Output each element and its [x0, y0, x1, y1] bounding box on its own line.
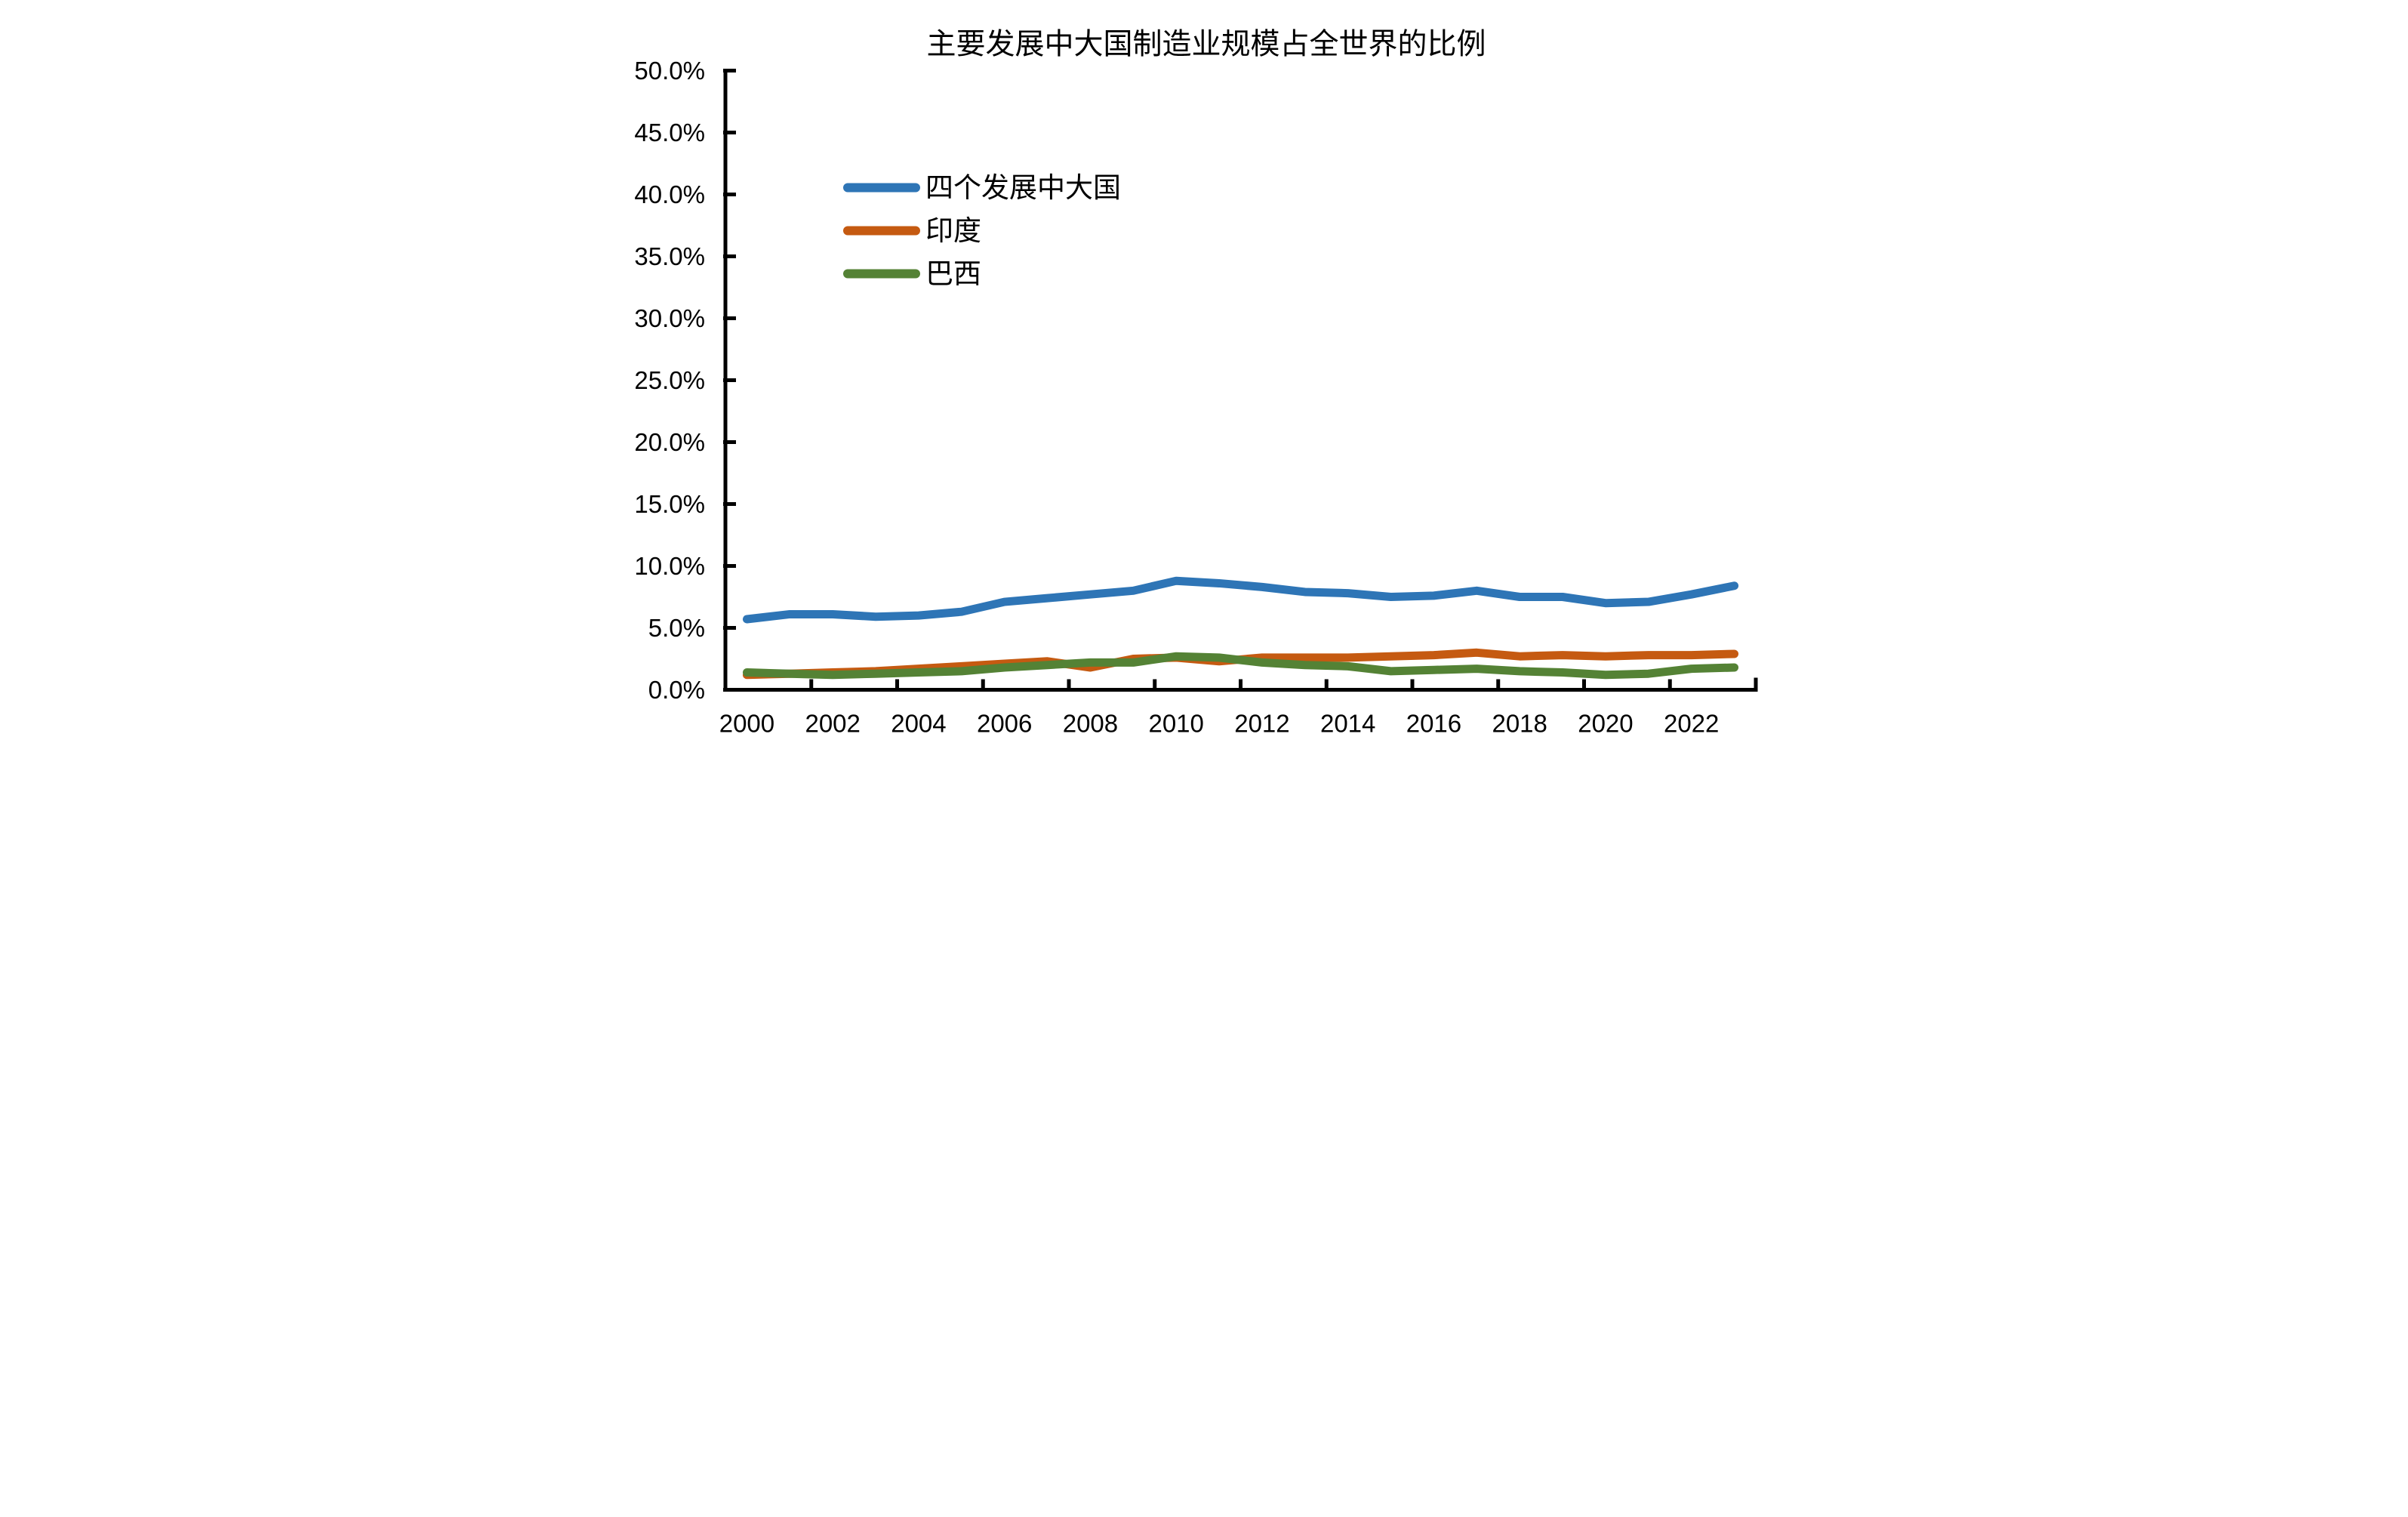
- x-axis-tick-label: 2006: [976, 710, 1031, 738]
- x-axis-tick-label: 2014: [1319, 710, 1375, 738]
- y-axis-tick-label: 20.0%: [634, 428, 705, 456]
- series-line-0: [742, 576, 1738, 624]
- y-axis-tick-label: 40.0%: [634, 180, 705, 208]
- x-axis-tick-label: 2022: [1663, 710, 1718, 738]
- y-axis-tick-label: 45.0%: [634, 119, 705, 146]
- legend-item: 印度: [842, 214, 981, 247]
- y-axis-tick-label: 5.0%: [648, 614, 704, 642]
- x-axis-tick-label: 2000: [719, 710, 774, 738]
- x-axis-tick-label: 2020: [1578, 710, 1633, 738]
- x-axis-tick-label: 2010: [1148, 710, 1203, 738]
- plot-area: 0.0% 5.0% 10.0% 15.0% 20.0% 25.0% 30.0% 35.0% 40…: [634, 57, 1757, 738]
- legend-item: 四个发展中大国: [842, 171, 1121, 204]
- legend-label-series1: 四个发展中大国: [925, 171, 1121, 204]
- y-axis-tick-label: 35.0%: [634, 242, 705, 270]
- x-axis-tick-label: 2012: [1234, 710, 1289, 738]
- legend-label-series2: 印度: [925, 214, 981, 247]
- y-axis-tick-label: 25.0%: [634, 366, 705, 394]
- x-axis-tick-label: 2008: [1062, 710, 1117, 738]
- line-chart-figure: 主要发展中大国制造业规模占全世界的比例 0.0% 5.0% 10.0% 15.0% 20…: [602, 0, 1806, 759]
- x-axis-tick-label: 2018: [1492, 710, 1547, 738]
- x-axis-tick-label: 2004: [891, 710, 946, 738]
- legend-item: 巴西: [842, 257, 981, 290]
- legend: 四个发展中大国 印度 巴西: [842, 171, 1121, 290]
- y-axis-tick-label: 15.0%: [634, 490, 705, 518]
- chart-title: 主要发展中大国制造业规模占全世界的比例: [926, 28, 1486, 62]
- y-axis-tick-label: 0.0%: [648, 676, 704, 704]
- y-axis-tick-label: 10.0%: [634, 552, 705, 580]
- y-axis-tick-label: 30.0%: [634, 304, 705, 332]
- x-axis-tick-label: 2002: [805, 710, 860, 738]
- series-line-2: [742, 652, 1738, 680]
- legend-label-series3: 巴西: [925, 257, 981, 290]
- x-axis-tick-label: 2016: [1406, 710, 1461, 738]
- y-axis-tick-label: 50.0%: [634, 57, 705, 85]
- line-chart: 主要发展中大国制造业规模占全世界的比例 0.0% 5.0% 10.0% 15.0% 20…: [602, 0, 1806, 759]
